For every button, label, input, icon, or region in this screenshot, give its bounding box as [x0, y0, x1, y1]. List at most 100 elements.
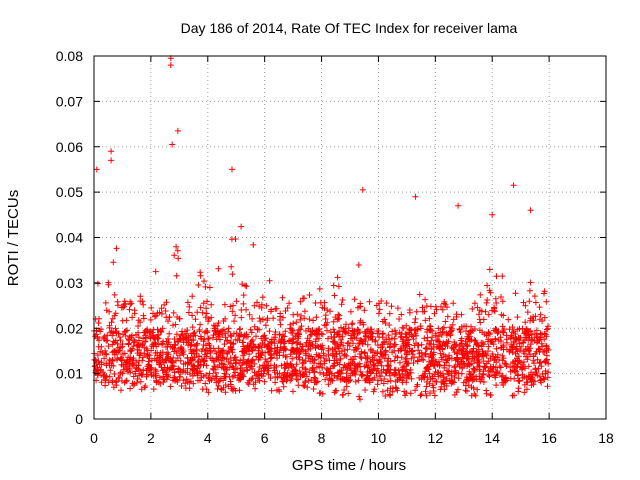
data-point: [324, 327, 330, 334]
data-point: [520, 348, 527, 355]
data-point: [404, 372, 411, 379]
data-point: [297, 341, 304, 348]
data-point: [543, 333, 550, 340]
data-point: [311, 368, 318, 375]
data-point: [492, 295, 499, 302]
data-point: [225, 383, 232, 390]
data-point: [454, 361, 461, 368]
data-point: [119, 343, 126, 350]
y-tick-label: 0.08: [56, 48, 83, 64]
data-point: [312, 338, 319, 345]
data-point: [184, 369, 191, 376]
data-point: [241, 331, 248, 338]
data-point: [279, 378, 286, 385]
data-point: [174, 127, 181, 134]
data-point: [371, 366, 378, 373]
data-point: [118, 387, 124, 394]
data-point: [525, 332, 532, 339]
data-point: [326, 357, 333, 364]
data-point: [499, 298, 506, 305]
data-point: [210, 322, 217, 329]
data-point: [197, 377, 203, 384]
data-point: [511, 392, 518, 399]
data-point: [306, 292, 313, 298]
data-point: [259, 294, 266, 301]
data-point: [361, 363, 368, 370]
data-point: [301, 315, 308, 322]
data-point: [404, 339, 411, 346]
data-point: [194, 340, 201, 347]
data-point: [536, 346, 543, 353]
data-point: [459, 364, 466, 370]
data-point: [150, 326, 157, 333]
data-point: [441, 386, 448, 393]
data-point: [301, 383, 308, 390]
data-point: [514, 314, 521, 321]
data-point: [140, 301, 147, 308]
data-point: [305, 377, 312, 384]
data-point: [95, 343, 102, 350]
data-point: [189, 324, 196, 331]
data-point: [402, 358, 409, 365]
data-point: [475, 352, 482, 358]
data-point: [513, 345, 520, 352]
data-point: [439, 342, 446, 349]
data-point: [165, 335, 171, 342]
data-point: [266, 328, 273, 335]
data-point: [250, 341, 257, 348]
data-point: [523, 386, 530, 393]
data-point: [230, 341, 236, 348]
data-point: [411, 319, 418, 326]
data-point: [499, 323, 506, 330]
data-point: [189, 293, 196, 300]
data-point: [100, 334, 107, 341]
data-point: [110, 362, 117, 369]
data-point: [121, 350, 128, 357]
data-point: [484, 282, 491, 289]
data-point: [301, 308, 308, 315]
data-point: [94, 352, 101, 359]
data-point: [325, 381, 332, 388]
data-point: [230, 366, 237, 373]
data-point: [229, 166, 235, 173]
data-point: [366, 379, 373, 386]
data-point: [239, 339, 246, 346]
data-point: [544, 325, 551, 332]
data-point: [403, 366, 410, 373]
data-point: [290, 338, 297, 345]
data-point: [442, 318, 449, 325]
data-point: [463, 376, 470, 383]
data-point: [343, 321, 349, 328]
data-point: [288, 329, 295, 336]
data-point: [280, 332, 287, 339]
data-point: [413, 308, 420, 315]
data-point: [222, 389, 229, 396]
data-point: [424, 334, 431, 341]
data-point: [281, 361, 288, 368]
data-point: [486, 266, 493, 273]
data-point: [427, 390, 433, 397]
data-point: [189, 372, 196, 379]
data-point: [483, 360, 490, 367]
data-point: [444, 357, 450, 364]
data-point: [283, 373, 289, 379]
data-point: [528, 334, 535, 341]
data-point: [211, 327, 218, 334]
data-point: [483, 387, 490, 394]
data-point: [362, 332, 369, 339]
data-point: [340, 376, 347, 383]
data-point: [255, 356, 262, 363]
data-point: [310, 386, 317, 392]
data-point: [542, 357, 549, 364]
data-point: [406, 327, 413, 333]
data-point: [333, 387, 340, 394]
data-point: [277, 310, 284, 317]
data-point: [286, 337, 293, 344]
data-point: [527, 345, 534, 352]
data-point: [302, 365, 309, 372]
data-point: [468, 384, 475, 391]
data-point: [251, 369, 258, 376]
data-point: [237, 365, 244, 372]
data-point: [392, 378, 399, 385]
data-point: [140, 354, 146, 361]
